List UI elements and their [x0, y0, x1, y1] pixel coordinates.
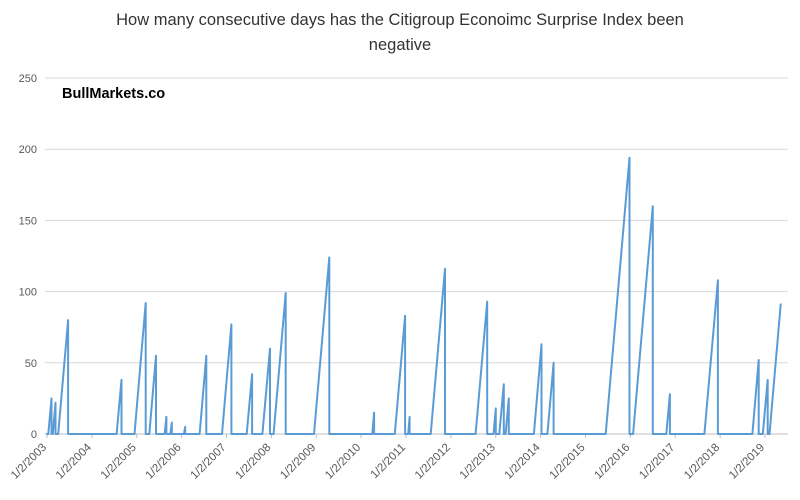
y-tick-label: 150 — [19, 215, 37, 227]
y-tick-label: 0 — [31, 429, 37, 441]
x-tick-label: 1/2/2011 — [369, 442, 409, 482]
x-tick-label: 1/2/2005 — [99, 442, 139, 482]
y-tick-label: 50 — [25, 358, 37, 370]
x-tick-label: 1/2/2018 — [682, 442, 722, 482]
y-tick-label: 250 — [19, 73, 37, 85]
x-tick-label: 1/2/2007 — [188, 442, 228, 482]
brand-watermark: BullMarkets.co — [62, 86, 166, 102]
x-tick-label: 1/2/2013 — [458, 442, 498, 482]
x-tick-label: 1/2/2019 — [727, 442, 767, 482]
y-tick-label: 200 — [19, 144, 37, 156]
page-title: How many consecutive days has the Citigr… — [0, 8, 800, 58]
x-tick-label: 1/2/2003 — [9, 442, 49, 482]
x-tick-label: 1/2/2004 — [54, 441, 95, 482]
x-tick-label: 1/2/2006 — [144, 442, 184, 482]
x-tick-label: 1/2/2015 — [547, 442, 587, 482]
series-line — [46, 156, 782, 435]
chart-title-text: How many consecutive days has the Citigr… — [116, 11, 684, 54]
x-tick-label: 1/2/2014 — [503, 441, 544, 482]
x-tick-label: 1/2/2008 — [233, 442, 273, 482]
x-tick-label: 1/2/2017 — [637, 442, 677, 482]
x-tick-label: 1/2/2009 — [278, 442, 318, 482]
x-tick-label: 1/2/2016 — [592, 442, 632, 482]
x-tick-label: 1/2/2012 — [413, 442, 453, 482]
y-tick-label: 100 — [19, 287, 37, 299]
x-tick-label: 1/2/2010 — [323, 442, 363, 482]
